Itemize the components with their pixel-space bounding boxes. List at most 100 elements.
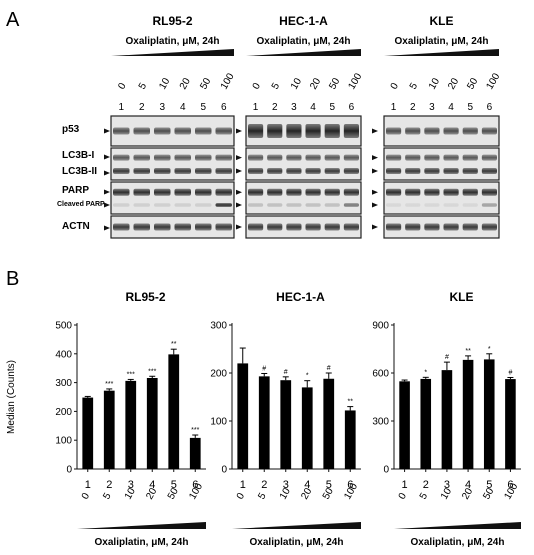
blot-band (248, 124, 264, 138)
dose-tick-label: 10 (123, 486, 138, 502)
y-tick-label: 300 (372, 417, 389, 428)
chart-title: KLE (450, 290, 474, 304)
blot-membrane (383, 115, 500, 147)
blot-band (215, 203, 232, 208)
blot-band (481, 188, 497, 196)
x-tick-label: 6 (192, 479, 198, 491)
lane-number: 6 (349, 102, 355, 113)
blot-band (174, 154, 191, 161)
blot-band (386, 154, 402, 161)
blot-membrane (383, 181, 500, 215)
bar (82, 397, 94, 469)
lane-number: 4 (310, 102, 316, 113)
y-tick-label: 200 (55, 407, 72, 418)
x-tick-label: 5 (486, 479, 492, 491)
bar (483, 359, 495, 469)
blot-band (154, 168, 171, 175)
blot-band (462, 168, 478, 175)
x-tick-label: 2 (423, 479, 429, 491)
bar (258, 376, 270, 469)
dose-tick-label: 10 (439, 486, 454, 502)
bar (462, 359, 474, 469)
dose-tick-label: 5 (256, 491, 269, 502)
y-tick-label: 0 (221, 465, 227, 476)
bar (399, 381, 410, 469)
band-arrow-icon (236, 128, 242, 134)
blot-band (324, 203, 340, 208)
dose-tick-label: 0 (397, 491, 410, 502)
dose-tick-label: 5 (408, 81, 421, 92)
blot-band (386, 168, 402, 175)
y-tick-label: 900 (372, 321, 389, 332)
blot-band (133, 168, 150, 175)
blot-band (386, 188, 402, 196)
blot-band (424, 223, 440, 231)
y-tick-label: 300 (210, 321, 227, 332)
dose-tick-label: 5 (418, 491, 431, 502)
dose-tick-label: 20 (299, 486, 314, 502)
band-arrow-icon (372, 189, 378, 195)
x-tick-label: 1 (402, 479, 408, 491)
lane-number: 2 (272, 102, 278, 113)
label-parp: PARP (62, 185, 89, 196)
x-axis-label: Oxaliplatin, μM, 24h (411, 537, 505, 548)
lane-number: 5 (467, 102, 473, 113)
band-arrow-icon (236, 202, 242, 208)
dose-gradient-wedge (111, 49, 234, 56)
blot-band (154, 223, 171, 231)
blot-band (481, 203, 497, 208)
blot-band (305, 203, 321, 208)
dose-tick-label: 0 (235, 491, 248, 502)
significance-marker: # (284, 369, 288, 376)
dose-tick-label: 10 (427, 76, 442, 92)
blot-band (133, 188, 150, 196)
blot-band (133, 127, 150, 135)
blot-band (195, 154, 212, 161)
blot-band (215, 127, 232, 135)
blot-membrane (383, 215, 500, 239)
blot-band (343, 223, 359, 231)
significance-marker: # (445, 354, 449, 361)
blot-band (154, 203, 171, 208)
blot-band (324, 168, 340, 175)
dose-tick-label: 5 (137, 81, 150, 92)
label-cleaved-parp: Cleaved PARP (57, 201, 105, 208)
blot-band (286, 223, 302, 231)
dose-tick-label: 5 (101, 491, 114, 502)
blot-band (174, 223, 191, 231)
blot-band (343, 168, 359, 175)
blot-band (113, 203, 130, 208)
blot-band (248, 168, 264, 175)
dose-tick-label: 50 (321, 486, 336, 502)
blot-band (154, 127, 171, 135)
blot-band (195, 168, 212, 175)
blot-band (174, 188, 191, 196)
dose-tick-label: 0 (80, 491, 93, 502)
dose-tick-label: 100 (484, 71, 502, 91)
panel-b-label: B (6, 268, 19, 290)
blot-membrane (110, 115, 235, 147)
dose-tick-label: 5 (270, 81, 283, 92)
blot-band (405, 154, 421, 161)
blot-band (267, 203, 283, 208)
blot-band (215, 223, 232, 231)
bar (146, 377, 158, 469)
blot-band (424, 154, 440, 161)
lane-number: 1 (253, 102, 259, 113)
bar-charts-panel: Median (Counts)RL95-2010020030040050010*… (6, 290, 521, 548)
x-tick-label: 2 (106, 479, 112, 491)
y-tick-label: 300 (55, 378, 72, 389)
panel-a-label: A (6, 9, 20, 31)
bar (323, 378, 335, 469)
blot-band (113, 168, 130, 175)
x-tick-label: 1 (85, 479, 91, 491)
blot-membrane (383, 147, 500, 181)
dose-gradient-wedge (232, 522, 361, 529)
blot-band (286, 168, 302, 175)
blot-membrane (110, 215, 235, 239)
lane-number: 6 (221, 102, 227, 113)
bar (237, 363, 249, 469)
dose-gradient-wedge (384, 49, 499, 56)
significance-marker: * (306, 373, 309, 380)
